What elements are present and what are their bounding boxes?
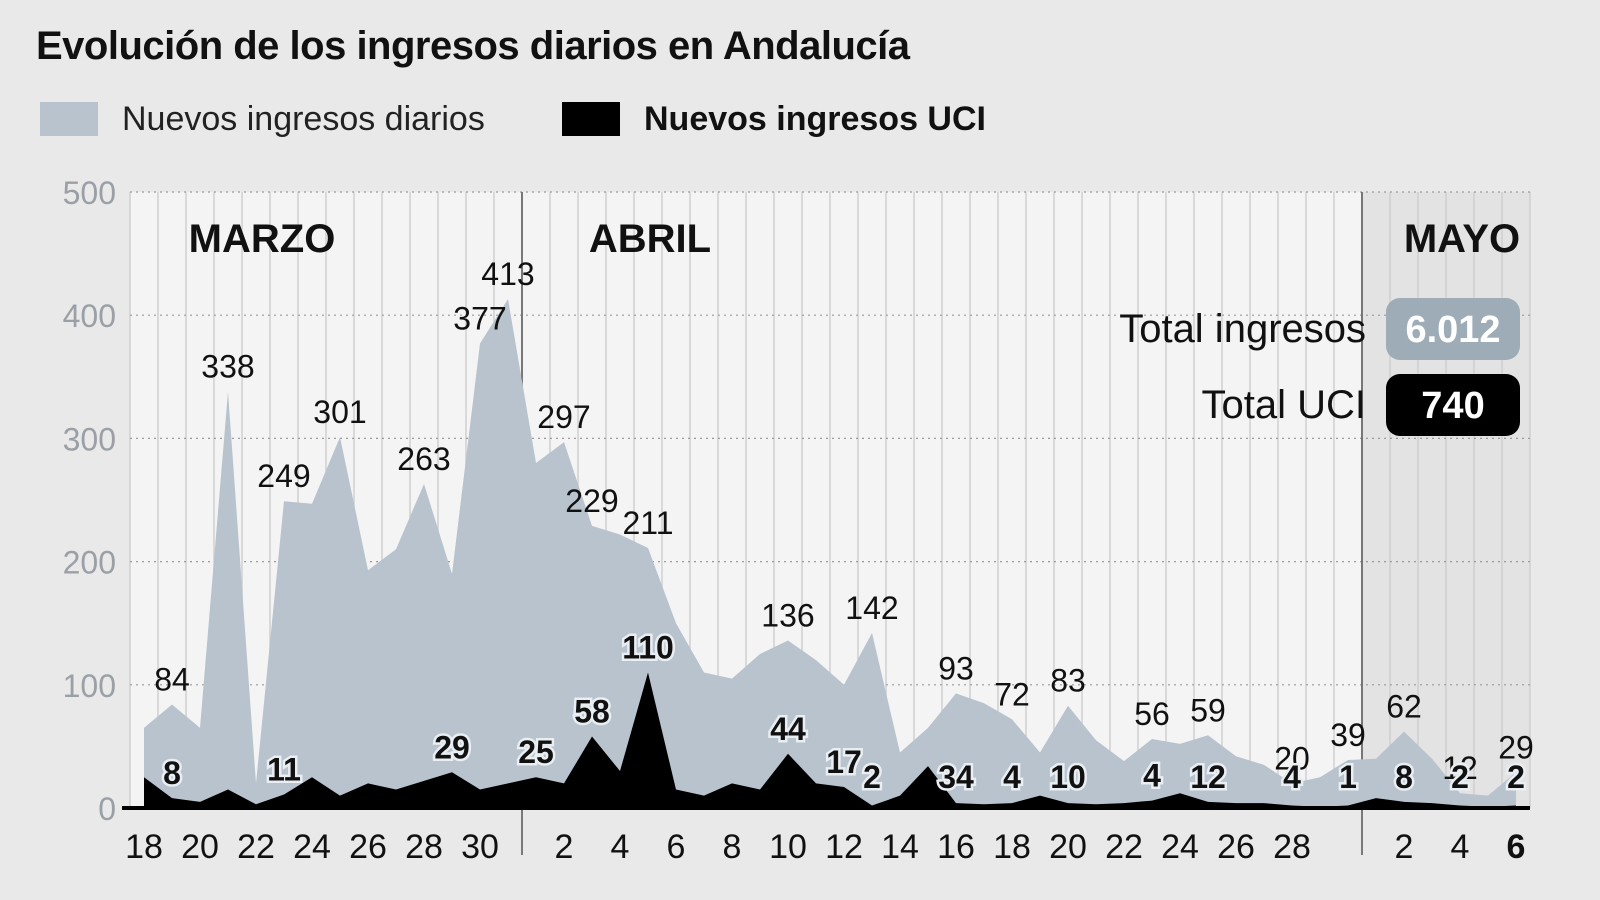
y-tick-label: 200 (63, 545, 116, 581)
x-tick-label: 28 (405, 828, 443, 866)
month-label: MARZO (189, 217, 336, 261)
total-ingresos-label: Total ingresos (1119, 307, 1366, 351)
x-tick-label: 22 (1105, 828, 1143, 866)
data-label-total: 297 (537, 399, 590, 435)
data-label-total: 142 (845, 590, 898, 626)
x-tick-label: 4 (611, 828, 630, 866)
data-label-uci: 4 (1283, 759, 1301, 795)
data-label-uci: 8 (163, 755, 181, 791)
data-label-uci: 29 (434, 729, 470, 765)
y-tick-label: 0 (98, 791, 116, 827)
data-label-total: 377 (453, 301, 506, 337)
x-tick-label: 12 (825, 828, 863, 866)
x-tick-label: 10 (769, 828, 807, 866)
data-label-total: 413 (481, 256, 534, 292)
data-label-total: 136 (761, 597, 814, 633)
month-label: MAYO (1404, 217, 1520, 261)
data-label-uci: 44 (770, 711, 806, 747)
x-tick-label: 26 (1217, 828, 1255, 866)
x-tick-label: 28 (1273, 828, 1311, 866)
data-label-uci: 11 (267, 751, 301, 787)
x-tick-label: 2 (555, 828, 574, 866)
data-label-uci: 110 (622, 629, 674, 665)
x-tick-label: 26 (349, 828, 387, 866)
x-tick-label: 24 (293, 828, 331, 866)
data-label-total: 12 (1442, 750, 1478, 786)
data-label-total: 249 (257, 458, 310, 494)
month-label: ABRIL (589, 217, 711, 261)
data-label-total: 263 (397, 441, 450, 477)
x-tick-label: 16 (937, 828, 975, 866)
x-tick-label: 14 (881, 828, 919, 866)
data-label-uci: 34 (938, 759, 974, 795)
legend-swatch-total (40, 102, 98, 136)
data-label-total: 29 (1498, 729, 1534, 765)
x-tick-label: 18 (125, 828, 163, 866)
x-tick-label: 20 (181, 828, 219, 866)
x-tick-label: 6 (667, 828, 686, 866)
total-ingresos-badge (1386, 298, 1520, 360)
data-label-uci: 1 (1339, 759, 1357, 795)
x-tick-label: 24 (1161, 828, 1199, 866)
y-tick-label: 100 (63, 668, 116, 704)
data-label-uci: 25 (518, 734, 554, 770)
data-label-uci: 2 (1451, 759, 1469, 795)
y-tick-label: 300 (63, 421, 116, 457)
chart-title: Evolución de los ingresos diarios en And… (36, 24, 910, 68)
data-label-total: 84 (154, 662, 190, 698)
series-total-area (144, 299, 1516, 808)
x-tick-label: 30 (461, 828, 499, 866)
data-label-total: 56 (1134, 696, 1170, 732)
data-label-uci: 2 (1507, 759, 1525, 795)
y-tick-label: 500 (63, 175, 116, 211)
data-label-uci: 10 (1050, 759, 1086, 795)
x-tick-label: 8 (723, 828, 742, 866)
data-label-total: 59 (1190, 692, 1226, 728)
data-label-uci: 17 (826, 744, 862, 780)
data-label-uci: 8 (1395, 759, 1413, 795)
x-tick-label: 22 (237, 828, 275, 866)
data-label-total: 229 (565, 483, 618, 519)
data-label-uci: 2 (863, 759, 881, 795)
x-tick-label: 6 (1507, 828, 1526, 866)
data-label-uci: 12 (1190, 759, 1226, 795)
total-ingresos-value: 6.012 (1405, 309, 1500, 351)
legend-label-total: Nuevos ingresos diarios (122, 100, 485, 138)
x-tick-label: 4 (1451, 828, 1470, 866)
data-label-total: 93 (938, 650, 974, 686)
data-label-uci: 4 (1003, 759, 1021, 795)
legend-label-uci: Nuevos ingresos UCI (644, 100, 986, 138)
data-label-total: 62 (1386, 689, 1422, 725)
data-label-total: 301 (313, 394, 366, 430)
legend-swatch-uci (562, 102, 620, 136)
data-label-uci: 4 (1143, 758, 1161, 794)
data-label-total: 72 (994, 676, 1030, 712)
y-tick-label: 400 (63, 298, 116, 334)
data-label-total: 20 (1274, 740, 1310, 776)
data-label-total: 211 (622, 505, 673, 541)
total-uci-badge (1386, 374, 1520, 436)
data-label-total: 83 (1050, 663, 1086, 699)
data-label-uci: 58 (574, 694, 610, 730)
total-uci-value: 740 (1421, 385, 1484, 427)
total-uci-label: Total UCI (1202, 383, 1367, 427)
x-tick-label: 18 (993, 828, 1031, 866)
data-label-total: 39 (1330, 717, 1366, 753)
data-label-total: 338 (201, 349, 254, 385)
x-tick-label: 20 (1049, 828, 1087, 866)
x-tick-label: 2 (1395, 828, 1414, 866)
